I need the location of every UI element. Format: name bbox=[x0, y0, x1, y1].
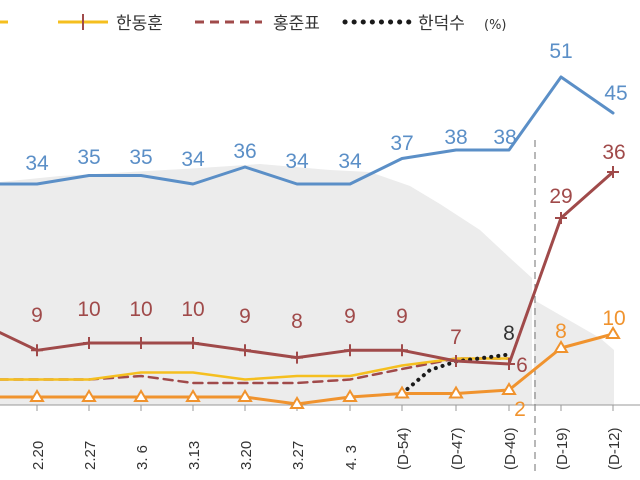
data-label-blue: 35 bbox=[77, 146, 100, 169]
data-label-red: 10 bbox=[181, 298, 204, 321]
series-line-blue bbox=[0, 75, 615, 186]
data-label-red: 10 bbox=[77, 298, 100, 321]
data-label-blue: 45 bbox=[604, 82, 627, 105]
legend-label-han: 한덕수 bbox=[418, 14, 465, 34]
legend-label-hong: 홍준표 bbox=[273, 14, 320, 34]
x-tick-label: 3. 6 bbox=[134, 445, 151, 470]
series-point-red bbox=[31, 344, 43, 357]
series-line-yellow bbox=[0, 357, 511, 381]
background-area-right bbox=[534, 300, 614, 405]
series-point-orange bbox=[29, 389, 45, 402]
series-point-red bbox=[83, 337, 95, 349]
series-point-red bbox=[607, 166, 619, 178]
series-point-red bbox=[135, 337, 147, 349]
x-tick-label: 2.27 bbox=[82, 441, 99, 470]
data-label-red: 6 bbox=[516, 354, 528, 377]
x-tick-labels-layer: 2.20 2.27 3. 6 3.13 3.20 3.27 4. 3 (D-54) (D-47)… bbox=[30, 427, 623, 470]
series-point-orange bbox=[185, 389, 201, 402]
series-point-red bbox=[450, 355, 462, 367]
data-label-red: 9 bbox=[396, 305, 408, 328]
series-point-red bbox=[503, 358, 515, 370]
data-label-red: 29 bbox=[549, 185, 572, 208]
data-label-blue: 34 bbox=[338, 150, 362, 173]
series-point-red bbox=[187, 337, 199, 349]
x-tick-label: 3.20 bbox=[238, 441, 255, 470]
axis-layer bbox=[0, 140, 640, 475]
data-label-blue: 51 bbox=[549, 40, 572, 63]
series-point-red bbox=[344, 344, 356, 357]
data-label-blue: 34 bbox=[181, 148, 205, 171]
x-tick-label: 4. 3 bbox=[343, 445, 360, 470]
data-label-red: 10 bbox=[129, 298, 152, 321]
series-point-orange bbox=[289, 396, 305, 409]
data-label-red: 36 bbox=[602, 141, 625, 164]
series-point-red bbox=[555, 212, 567, 224]
x-tick-label: (D-47) bbox=[449, 427, 466, 470]
data-label-blue: 37 bbox=[390, 132, 413, 155]
series-point-red bbox=[291, 351, 303, 364]
data-label-blue: 34 bbox=[285, 150, 309, 173]
x-tick-label: 3.27 bbox=[290, 441, 307, 470]
legend-label-yellow: 한동훈 bbox=[116, 14, 163, 34]
data-label-orange: 2 bbox=[514, 398, 526, 421]
series-point-orange bbox=[342, 389, 358, 402]
data-label-blue: 38 bbox=[444, 126, 467, 149]
legend-unit: (%) bbox=[484, 18, 507, 33]
background-area-layer bbox=[0, 164, 614, 405]
legend-item-han: 한덕수 (%) bbox=[342, 14, 507, 34]
data-label-orange: 8 bbox=[555, 320, 567, 343]
series-point-orange bbox=[133, 389, 149, 402]
series-point-orange bbox=[553, 340, 569, 353]
data-label-red: 8 bbox=[291, 310, 303, 333]
data-label-blue: 35 bbox=[129, 146, 152, 169]
legend-item-hong: 홍준표 bbox=[195, 14, 320, 34]
series-line-han bbox=[400, 352, 511, 396]
series-point-red bbox=[239, 344, 251, 357]
x-tick-label: (D-19) bbox=[554, 427, 571, 470]
series-markers-layer bbox=[29, 166, 621, 409]
series-point-orange bbox=[237, 389, 253, 402]
data-label-red: 9 bbox=[344, 305, 356, 328]
series-point-orange bbox=[448, 385, 464, 399]
data-label-orange: 10 bbox=[602, 307, 625, 330]
data-label-red: 7 bbox=[450, 326, 462, 349]
data-label-blue: 34 bbox=[25, 152, 49, 175]
x-tick-label: (D-40) bbox=[502, 427, 519, 470]
legend: 한동훈 홍준표 한덕수 (%) bbox=[0, 14, 507, 34]
x-tick-label: 2.20 bbox=[30, 441, 47, 470]
legend-item-yellow: 한동훈 bbox=[0, 14, 163, 34]
x-tick-label: (D-12) bbox=[606, 427, 623, 470]
series-point-red bbox=[396, 344, 408, 357]
series-point-orange bbox=[81, 389, 97, 402]
series-point-orange bbox=[501, 382, 517, 395]
series-point-orange bbox=[394, 385, 410, 399]
data-label-red: 9 bbox=[239, 305, 251, 328]
x-tick-label: (D-54) bbox=[395, 427, 412, 470]
data-label-blue: 36 bbox=[233, 140, 256, 163]
data-label-blue: 38 bbox=[493, 126, 516, 149]
series-point-orange bbox=[605, 326, 621, 339]
x-tick-label: 3.13 bbox=[186, 441, 203, 470]
series-line-hong bbox=[0, 357, 511, 385]
data-labels-layer: 2 8 10 8 9 10 10 10 9 8 9 9 7 6 29 36 34 35 35 34 36 34 34 37 38… bbox=[25, 40, 627, 421]
data-label-han: 8 bbox=[503, 322, 515, 345]
data-label-red: 9 bbox=[31, 304, 43, 327]
background-area bbox=[0, 164, 532, 405]
